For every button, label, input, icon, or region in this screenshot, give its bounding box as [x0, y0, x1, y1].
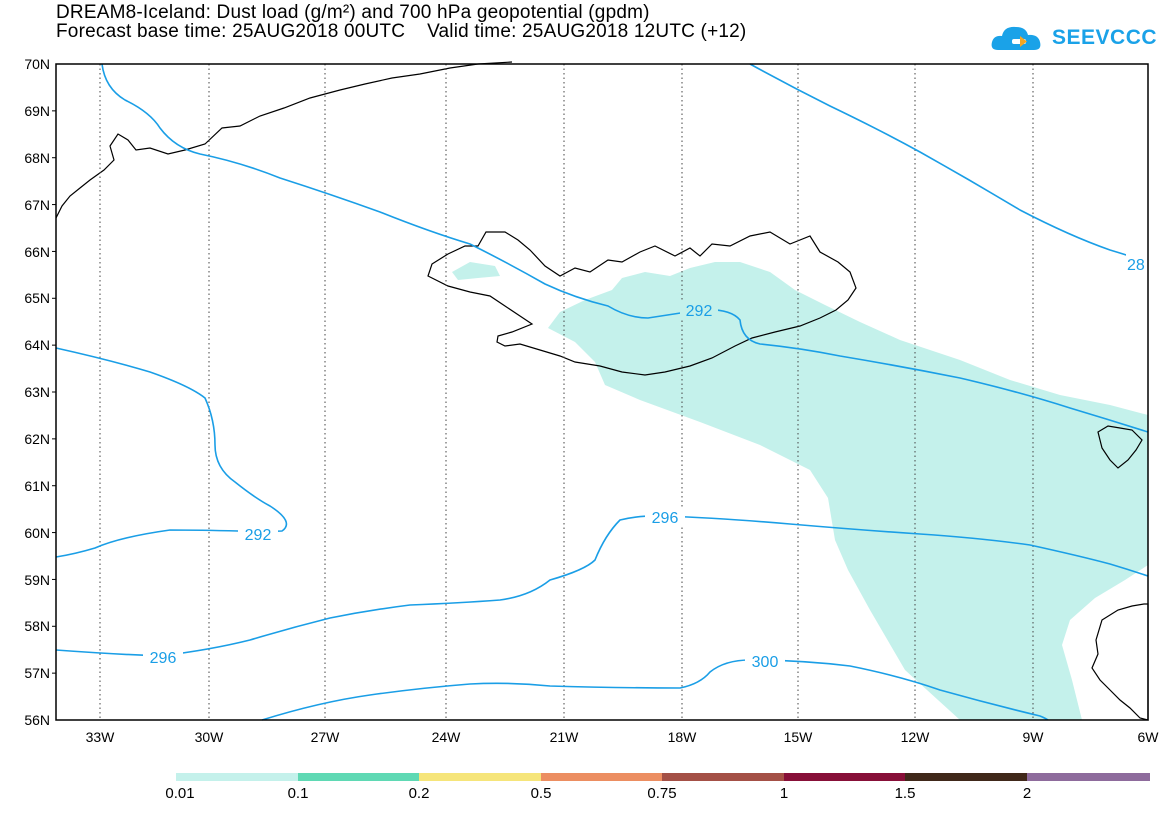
contour-label-300: 300: [752, 654, 779, 671]
coastline-greenland: [55, 61, 513, 219]
coastlines: [55, 61, 1149, 721]
contour-label-28x: 28: [1127, 257, 1145, 274]
graticule: [52, 64, 1034, 720]
colorbar-swatch: [176, 773, 298, 781]
geopotential-contours: [55, 63, 1149, 721]
dust-load-shading: [452, 262, 1148, 720]
colorbar-swatch: [541, 773, 662, 781]
lat-label: 65N: [24, 290, 50, 306]
lat-label: 60N: [24, 525, 50, 541]
lat-label: 57N: [24, 665, 50, 681]
colorbar-label: 1: [779, 785, 789, 802]
latitude-labels: 70N 69N 68N 67N 66N 65N 64N 63N 62N 61N …: [24, 56, 50, 728]
longitude-labels: 33W 30W 27W 24W 21W 18W 15W 12W 9W 6W: [86, 729, 1160, 745]
colorbar-swatch: [905, 773, 1027, 781]
colorbar-label: 0.1: [287, 785, 309, 802]
contour-labels: 292 292 296 296 300 28: [143, 254, 1148, 671]
lat-label: 69N: [24, 103, 50, 119]
lon-label: 18W: [668, 729, 698, 745]
contour-label-296-west: 296: [150, 650, 177, 667]
colorbar-label: 0.75: [647, 785, 677, 802]
dust-patch-west-iceland: [452, 262, 500, 280]
cloud-logo-icon: [991, 26, 1041, 50]
colorbar-swatch: [784, 773, 905, 781]
lon-label: 6W: [1138, 729, 1160, 745]
lon-label: 27W: [311, 729, 341, 745]
dust-plume: [548, 262, 1148, 720]
colorbar-swatch: [1027, 773, 1150, 781]
contour-292-north: [101, 63, 1149, 433]
lat-label: 70N: [24, 56, 50, 72]
contour-label-292-north: 292: [686, 303, 713, 320]
lat-label: 63N: [24, 384, 50, 400]
lon-label: 9W: [1023, 729, 1045, 745]
contour-292-west: [55, 347, 288, 558]
coastline-iceland: [427, 231, 857, 376]
contour-296: [55, 515, 1149, 657]
lon-label: 12W: [901, 729, 931, 745]
colorbar-label: 0.2: [408, 785, 430, 802]
logo-text: SEEVCCC: [1052, 26, 1158, 49]
colorbar-swatch: [662, 773, 784, 781]
colorbar-swatch: [298, 773, 419, 781]
map-subtitle: Forecast base time: 25AUG2018 00UTC Vali…: [56, 21, 747, 42]
coastline-faroe: [1097, 425, 1143, 469]
colorbar-label: 0.5: [530, 785, 552, 802]
contour-28x-northeast: [749, 63, 1149, 263]
lat-label: 59N: [24, 572, 50, 588]
lon-label: 15W: [784, 729, 814, 745]
lat-label: 67N: [24, 197, 50, 213]
lat-label: 56N: [24, 712, 50, 728]
lat-label: 66N: [24, 244, 50, 260]
contour-label-292-west: 292: [245, 527, 272, 544]
lat-label: 61N: [24, 478, 50, 494]
lat-label: 64N: [24, 337, 50, 353]
lon-label: 33W: [86, 729, 116, 745]
lon-label: 21W: [550, 729, 580, 745]
lat-label: 58N: [24, 618, 50, 634]
colorbar-swatch: [419, 773, 541, 781]
lon-label: 30W: [195, 729, 225, 745]
colorbar-label: 2: [1022, 785, 1032, 802]
coastline-scotland: [1091, 603, 1149, 721]
colorbar: [176, 773, 1150, 781]
map-title: DREAM8-Iceland: Dust load (g/m²) and 700…: [56, 2, 650, 23]
contour-300: [261, 659, 1049, 721]
map-frame: [55, 63, 1149, 721]
lat-label: 62N: [24, 431, 50, 447]
contour-label-296-east: 296: [652, 510, 679, 527]
colorbar-label: 1.5: [894, 785, 916, 802]
lon-label: 24W: [432, 729, 462, 745]
lat-label: 68N: [24, 150, 50, 166]
colorbar-label: 0.01: [165, 785, 195, 802]
